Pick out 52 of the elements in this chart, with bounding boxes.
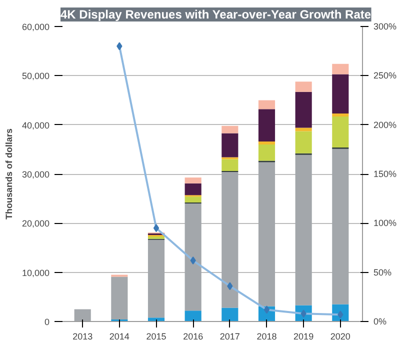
bar: [222, 308, 238, 322]
bar: [258, 162, 276, 306]
x-tick-label: 2013: [72, 332, 93, 342]
bar: [332, 114, 349, 116]
bar: [295, 92, 312, 128]
bar: [222, 172, 238, 308]
y2-tick-label: 50%: [374, 267, 392, 278]
bar: [222, 159, 238, 172]
y2-tick-label: 300%: [374, 22, 397, 32]
x-tick-label: 2014: [109, 332, 130, 342]
bar: [332, 64, 349, 74]
bar: [258, 100, 276, 110]
y2-tick-label: 100%: [374, 218, 397, 228]
bar: [184, 310, 202, 322]
bar: [332, 148, 349, 304]
y-axis-title: Thousands of dollars: [4, 128, 14, 220]
chart-title: 4K Display Revenues with Year-over-Year Growth Rate: [60, 8, 372, 22]
y-tick-label: 60,000: [22, 22, 50, 32]
bar: [184, 183, 202, 196]
bar: [258, 144, 276, 161]
x-tick-label: 2018: [256, 332, 277, 342]
x-tick-label: 2015: [146, 332, 166, 342]
bar: [148, 236, 165, 239]
bar: [258, 109, 276, 142]
bar: [74, 309, 91, 322]
y2-tick-label: 150%: [374, 169, 397, 179]
bar: [222, 133, 238, 158]
y2-tick-label: 250%: [374, 70, 397, 81]
bar: [184, 204, 202, 311]
bar: [295, 131, 312, 154]
y2-tick-label: 200%: [374, 120, 397, 130]
y-tick-label: 30,000: [22, 170, 50, 180]
bar: [332, 74, 349, 114]
bar: [184, 177, 202, 184]
bar: [295, 154, 312, 306]
bar: [148, 240, 165, 318]
y-tick-label: 40,000: [22, 120, 50, 130]
bar: [184, 196, 202, 203]
y-tick-label: 20,000: [22, 218, 50, 229]
x-tick-label: 2017: [220, 332, 240, 342]
y-tick-label: 50,000: [22, 71, 50, 82]
y-tick-label: 0: [44, 317, 50, 327]
bar: [295, 82, 312, 92]
x-tick-label: 2020: [330, 332, 350, 342]
x-tick-label: 2016: [183, 332, 204, 342]
bar: [332, 116, 349, 148]
y-tick-label: 10,000: [22, 268, 50, 278]
bar: [222, 126, 238, 134]
y2-tick-label: 0%: [374, 316, 387, 326]
x-tick-label: 2019: [294, 332, 314, 342]
bar: [111, 276, 128, 320]
bar: [258, 142, 276, 144]
